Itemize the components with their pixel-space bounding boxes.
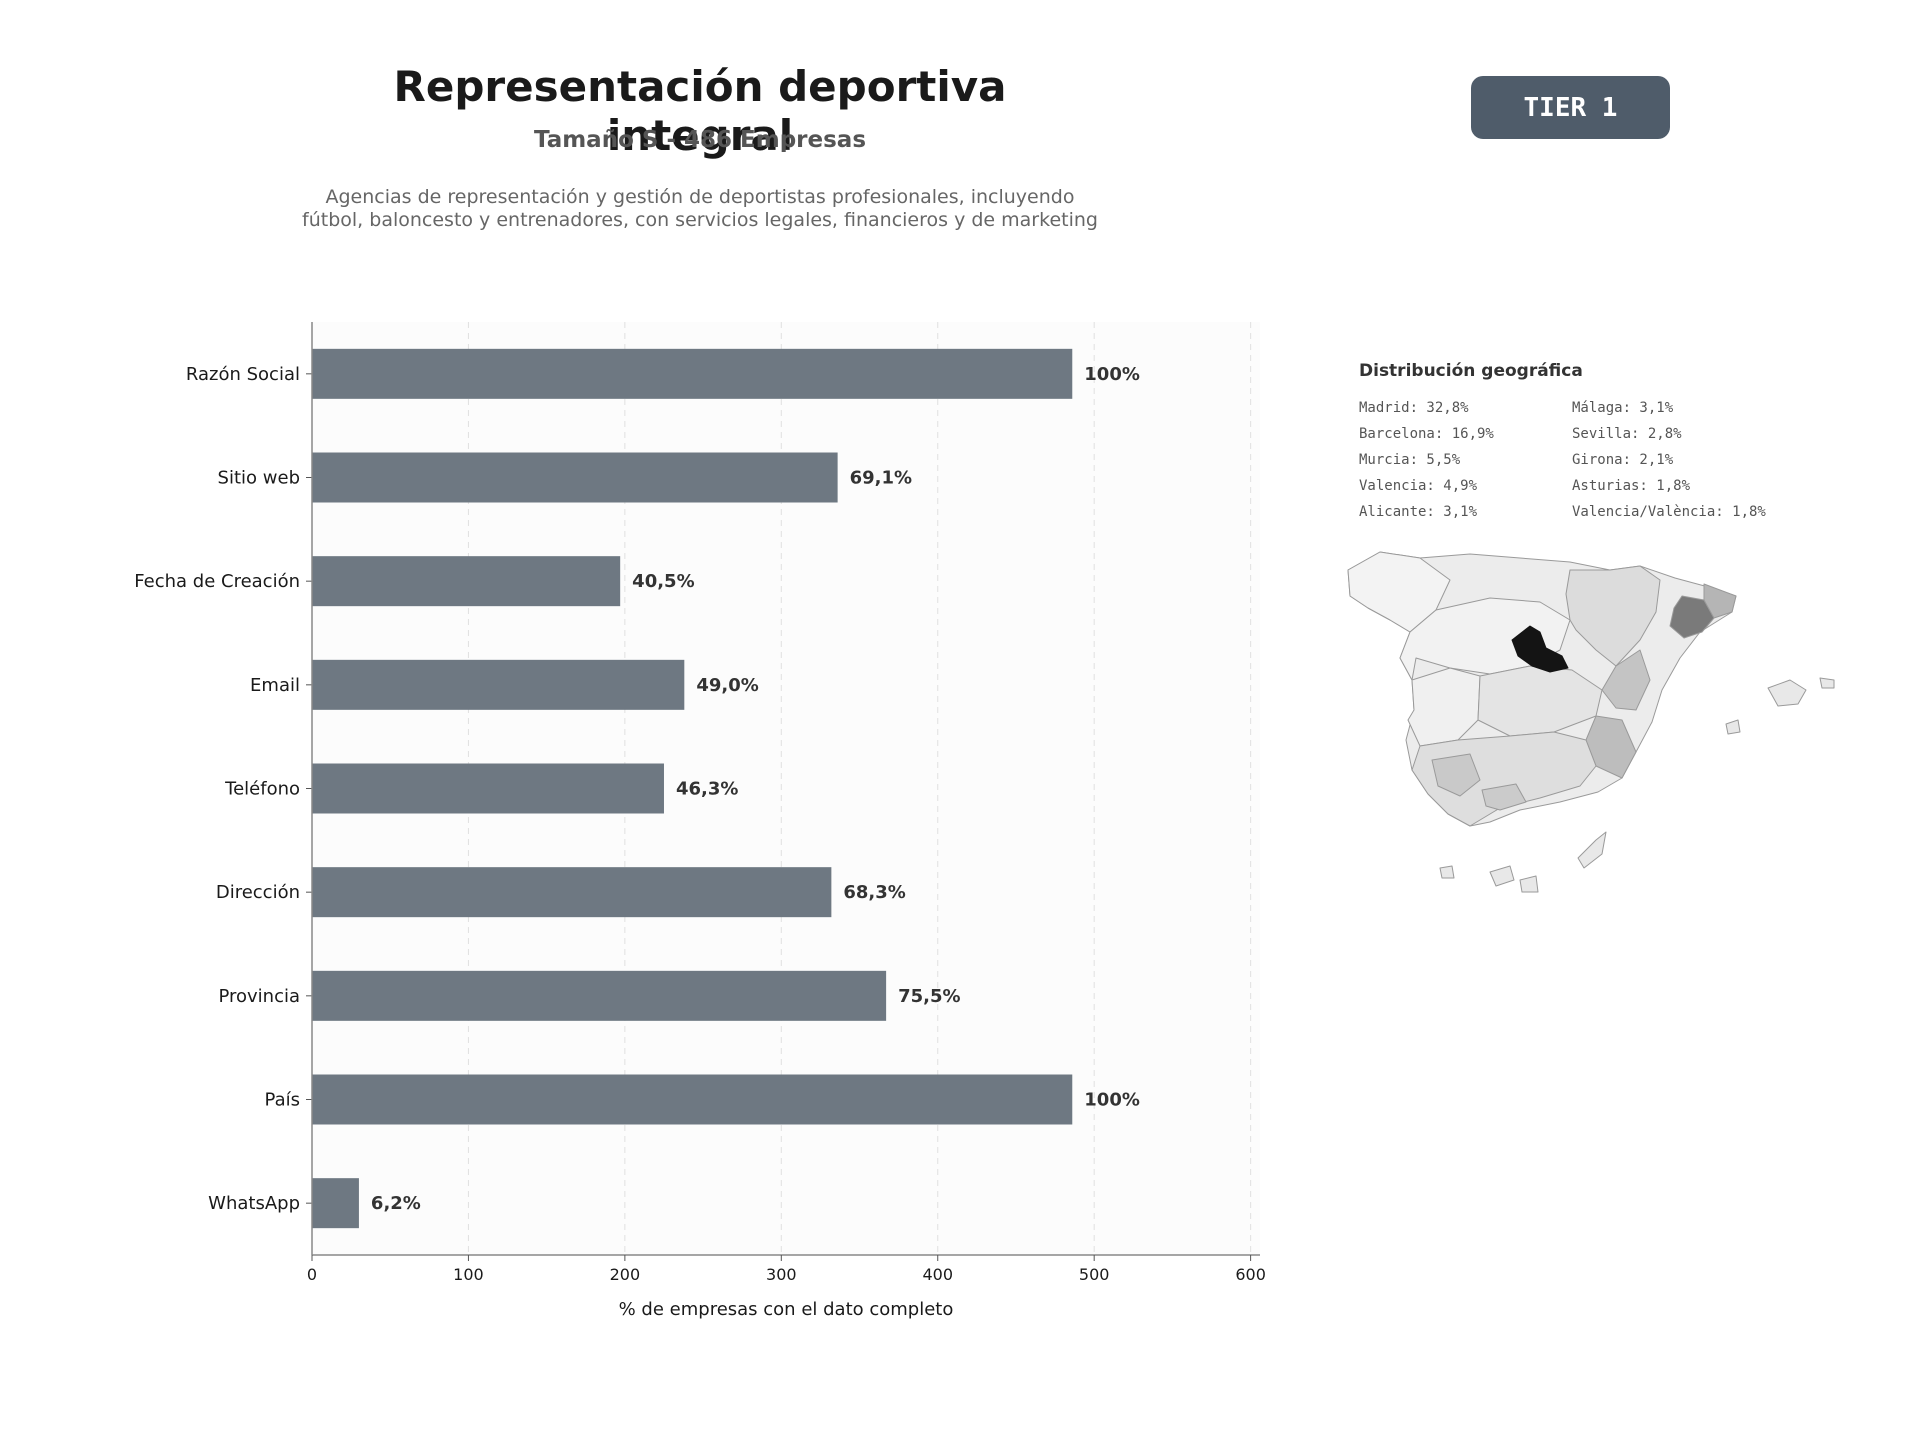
category-label: Sitio web	[218, 468, 300, 489]
geo-item: Valencia/València: 1,8%	[1572, 504, 1766, 520]
geo-item: Asturias: 1,8%	[1572, 478, 1691, 494]
x-tick-label: 100	[453, 1265, 484, 1284]
category-label: País	[265, 1090, 300, 1111]
region-sevilla	[1431, 753, 1481, 797]
geo-item: Málaga: 3,1%	[1572, 400, 1674, 416]
data-label: 100%	[1084, 364, 1140, 385]
x-tick-label: 400	[922, 1265, 953, 1284]
page-title: Representación deportiva integral	[393, 62, 1007, 160]
data-label: 69,1%	[850, 468, 912, 489]
region-madrid	[1511, 625, 1569, 673]
region-menorca	[1819, 677, 1835, 689]
geo-list: Madrid: 32,8% Málaga: 3,1% Barcelona: 16…	[1359, 398, 1799, 523]
bar	[312, 970, 887, 1021]
category-label: Fecha de Creación	[134, 571, 300, 592]
x-tick-label: 200	[610, 1265, 641, 1284]
region-mallorca	[1767, 679, 1807, 707]
x-tick-label: 500	[1079, 1265, 1110, 1284]
region-canarias-1	[1439, 865, 1455, 879]
data-label: 49,0%	[696, 675, 758, 696]
geo-title: Distribución geográfica	[1359, 361, 1583, 381]
data-label: 100%	[1084, 1090, 1140, 1111]
bar	[312, 763, 664, 814]
bar	[312, 452, 838, 503]
data-label: 40,5%	[632, 571, 694, 592]
region-valencia	[1601, 649, 1651, 711]
bar	[312, 1074, 1073, 1125]
bar	[312, 867, 832, 918]
category-label: Email	[250, 675, 300, 696]
region-girona	[1703, 583, 1737, 619]
region-aragon	[1565, 565, 1661, 667]
category-label: Razón Social	[186, 364, 300, 385]
geo-item: Sevilla: 2,8%	[1572, 426, 1682, 442]
page-subtitle: Tamaño S - 486 Empresas	[533, 127, 867, 153]
region-canarias-2	[1489, 865, 1515, 887]
tier-badge: TIER 1	[1471, 76, 1670, 139]
page-description: Agencias de representación y gestión de …	[302, 186, 1098, 231]
x-tick-label: 300	[766, 1265, 797, 1284]
data-label: 75,5%	[898, 986, 960, 1007]
x-axis-label: % de empresas con el dato completo	[619, 1299, 954, 1320]
spain-map	[1347, 551, 1835, 893]
bar	[312, 1178, 359, 1229]
data-label: 6,2%	[371, 1193, 421, 1214]
category-label: Teléfono	[224, 779, 300, 800]
geo-item: Barcelona: 16,9%	[1359, 426, 1494, 442]
region-malaga	[1481, 783, 1527, 811]
region-ibiza	[1725, 719, 1741, 735]
category-label: Provincia	[218, 986, 300, 1007]
x-tick-label: 0	[307, 1265, 317, 1284]
region-canarias-3	[1519, 875, 1539, 893]
region-canarias-4	[1577, 831, 1607, 869]
bar	[312, 659, 685, 710]
x-tick-label: 600	[1235, 1265, 1266, 1284]
geo-item: Alicante: 3,1%	[1359, 504, 1478, 520]
geo-item: Valencia: 4,9%	[1359, 478, 1478, 494]
bar-chart: 100% Razón Social 69,1% Sitio web 40,5% Fecha…	[134, 322, 1266, 1320]
geo-item: Madrid: 32,8%	[1359, 400, 1469, 416]
category-label: Dirección	[216, 882, 300, 903]
bar	[312, 556, 621, 607]
bar	[312, 348, 1073, 399]
data-label: 68,3%	[843, 882, 905, 903]
geo-item: Murcia: 5,5%	[1359, 452, 1461, 468]
geo-item: Girona: 2,1%	[1572, 452, 1674, 468]
data-label: 46,3%	[676, 779, 738, 800]
category-label: WhatsApp	[208, 1193, 300, 1214]
